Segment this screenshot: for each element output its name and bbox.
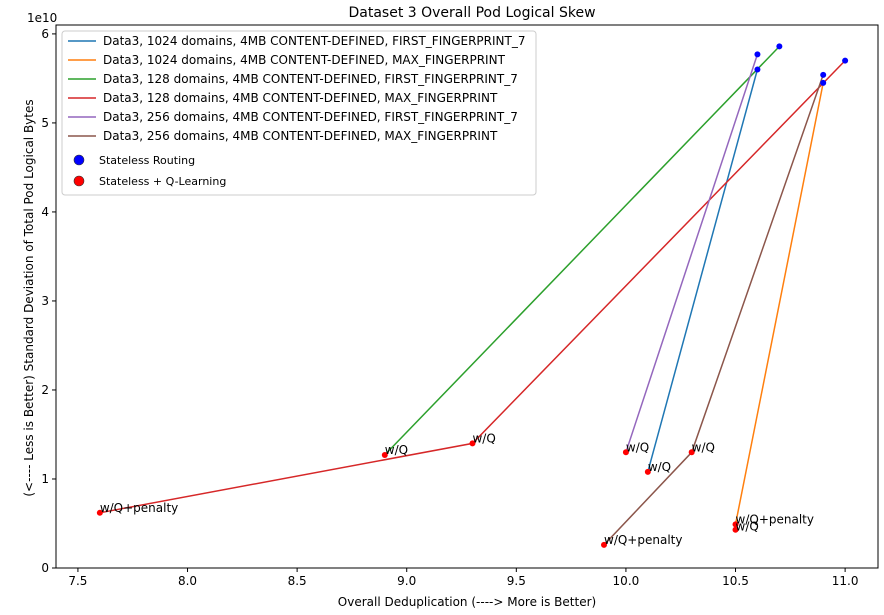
x-tick-label-2: 8.0 <box>178 574 197 588</box>
legend-box <box>61 30 537 196</box>
x-tick-label-8: 11.0 <box>832 574 859 588</box>
data-label-4-3: w/Q+penalty <box>100 501 178 515</box>
plot-frame <box>55 24 879 569</box>
x-tick-label-4: 9.0 <box>397 574 416 588</box>
y-tick-label-2: 1 <box>41 472 49 486</box>
y-tick-label-4: 3 <box>41 294 49 308</box>
legend-entry-1: Data3, 1024 domains, 4MB CONTENT-DEFINED… <box>103 34 525 48</box>
x-tick-label-7: 10.5 <box>722 574 749 588</box>
series-line-2 <box>734 82 824 525</box>
data-label-2-2: w/Q+penalty <box>736 512 814 526</box>
data-label-1-2: w/Q <box>648 460 671 474</box>
x-tick-label-6: 10.0 <box>613 574 640 588</box>
y-axis-label: (<---- Less is Better) Standard Deviatio… <box>22 99 36 496</box>
legend-marker-2 <box>73 175 85 187</box>
legend-entry-4: Data3, 128 domains, 4MB CONTENT-DEFINED,… <box>103 91 498 105</box>
extra-label-1: w/Q <box>736 520 759 534</box>
series-4-point-3 <box>96 509 103 516</box>
series-2-point-1 <box>820 79 827 86</box>
series-5-point-2 <box>622 449 629 456</box>
series-6-point-1 <box>820 71 827 78</box>
y-tick-label-1: 0 <box>41 561 49 575</box>
series-1-point-2 <box>644 468 651 475</box>
series-line-5 <box>625 54 759 453</box>
series-4-point-2 <box>469 440 476 447</box>
legend-marker-1 <box>73 154 85 166</box>
data-label-6-2: w/Q <box>692 440 715 454</box>
series-1-point-1 <box>754 66 761 73</box>
y-tick-label-6: 5 <box>41 116 49 130</box>
x-tick-label-1: 7.5 <box>68 574 87 588</box>
legend-entry-6: Data3, 256 domains, 4MB CONTENT-DEFINED,… <box>103 129 498 143</box>
legend-entry-3: Data3, 128 domains, 4MB CONTENT-DEFINED,… <box>103 72 518 86</box>
series-6-point-3 <box>601 541 607 548</box>
y-tick-label-3: 2 <box>41 383 49 397</box>
legend-entry-5: Data3, 256 domains, 4MB CONTENT-DEFINED,… <box>103 110 518 124</box>
x-tick-label-5: 9.5 <box>507 574 526 588</box>
extra-point-1 <box>732 526 739 533</box>
legend-marker-label-2: Stateless + Q-Learning <box>99 175 226 188</box>
y-tick-label-5: 4 <box>41 205 49 219</box>
data-label-3-2: w/Q <box>385 443 408 457</box>
legend-marker-label-1: Stateless Routing <box>99 154 195 167</box>
series-3-point-2 <box>381 451 388 458</box>
y-tick-label-7: 6 <box>41 27 49 41</box>
chart-title: Dataset 3 Overall Pod Logical Skew <box>348 5 595 21</box>
y-offset-text: 1e10 <box>27 11 57 25</box>
data-label-5-2: w/Q <box>626 440 649 454</box>
series-line-1 <box>647 69 759 473</box>
series-2-point-2 <box>732 521 739 528</box>
data-label-4-2: w/Q <box>472 431 495 445</box>
data-label-6-3: w/Q+penalty <box>604 533 682 547</box>
legend-entry-2: Data3, 1024 domains, 4MB CONTENT-DEFINED… <box>103 53 506 67</box>
series-line-3 <box>384 45 780 456</box>
series-3-point-1 <box>776 43 783 50</box>
axes-layer: 7.5 8.0 8.5 9.0 9.5 10.0 10.5 11.0 0 1 2 3 4 5 6 <box>41 27 858 588</box>
series-4-point-1 <box>842 57 849 64</box>
series-line-6 <box>603 74 824 546</box>
series-5-point-1 <box>754 51 761 58</box>
legend: Data3, 1024 domains, 4MB CONTENT-DEFINED… <box>61 30 537 196</box>
x-tick-label-3: 8.5 <box>288 574 307 588</box>
x-axis-label: Overall Deduplication (----> More is Bet… <box>338 595 596 609</box>
series-6-point-2 <box>688 449 695 456</box>
